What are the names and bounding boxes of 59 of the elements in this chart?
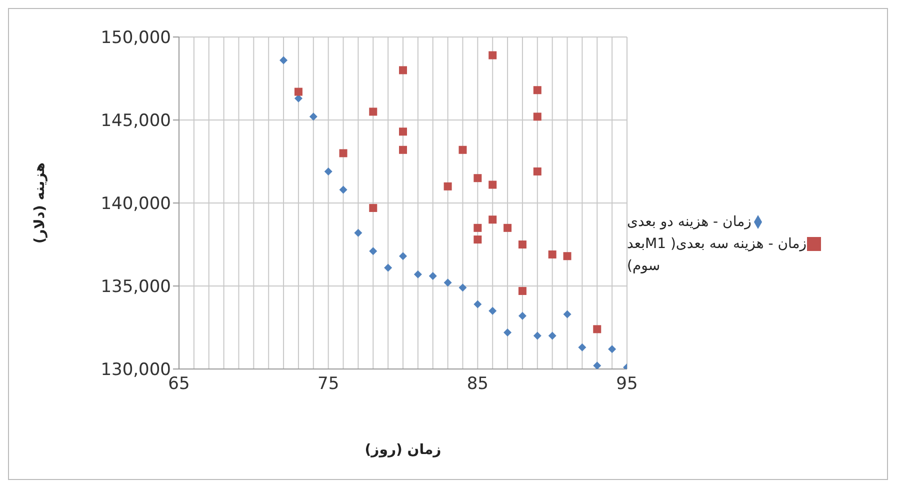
point xyxy=(563,252,572,260)
y-axis-title: هزینه (دلار) xyxy=(32,162,48,244)
point xyxy=(369,204,378,212)
point xyxy=(533,86,542,94)
y-tick-label: 130,000 xyxy=(100,360,171,380)
point xyxy=(444,182,452,190)
point xyxy=(474,236,482,244)
point xyxy=(399,128,407,136)
x-tick-label: 65 xyxy=(168,374,190,394)
y-tick-label: 140,000 xyxy=(100,194,171,214)
point xyxy=(309,112,318,121)
point xyxy=(428,272,437,280)
point xyxy=(354,228,362,237)
point xyxy=(474,224,482,232)
point xyxy=(488,180,497,189)
point xyxy=(504,224,512,232)
point xyxy=(399,252,407,260)
x-tick-label: 75 xyxy=(318,374,340,394)
point xyxy=(324,167,332,176)
point xyxy=(593,362,602,369)
point xyxy=(563,310,572,318)
point xyxy=(518,240,526,248)
point xyxy=(593,325,602,334)
point xyxy=(458,284,467,292)
point xyxy=(339,149,348,158)
point xyxy=(474,300,482,308)
point xyxy=(280,56,288,64)
point xyxy=(458,146,467,154)
point xyxy=(504,328,512,336)
point xyxy=(608,345,616,354)
y-tick-label: 135,000 xyxy=(100,277,171,298)
point xyxy=(488,51,497,60)
point xyxy=(548,332,556,340)
x-axis-title: زمان (روز) xyxy=(364,442,442,458)
point xyxy=(578,343,586,352)
x-tick-label: 95 xyxy=(616,374,638,394)
point xyxy=(488,306,497,315)
point xyxy=(369,247,378,256)
point xyxy=(548,250,556,258)
point xyxy=(444,278,452,287)
point xyxy=(369,108,378,116)
x-tick-label: 85 xyxy=(466,374,488,394)
legend-label: زمان - هزینه دو بعدی xyxy=(627,214,752,230)
point xyxy=(533,112,542,121)
point xyxy=(533,332,542,340)
legend-label: زمان - هزینه سه بعدی( M1بعد سوم) xyxy=(627,236,806,274)
point xyxy=(518,312,526,320)
point xyxy=(488,216,497,224)
point xyxy=(474,174,482,182)
y-tick-label: 145,000 xyxy=(100,111,171,132)
point xyxy=(414,270,422,278)
y-tick-label: 150,000 xyxy=(100,28,171,48)
point xyxy=(384,264,392,272)
point xyxy=(518,286,526,295)
point xyxy=(339,186,348,194)
point xyxy=(399,146,407,154)
point xyxy=(533,167,542,176)
point xyxy=(399,66,407,74)
point xyxy=(294,88,302,96)
